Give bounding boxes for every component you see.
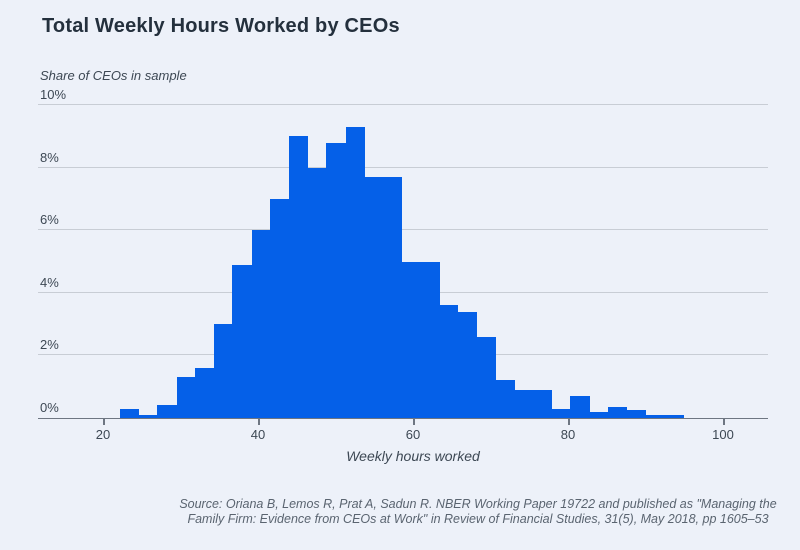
- x-tick-label: 60: [405, 427, 421, 442]
- histogram-bar: [138, 414, 158, 418]
- histogram-bar: [251, 230, 271, 418]
- histogram-bar: [289, 136, 308, 418]
- histogram-bar: [176, 377, 196, 418]
- histogram-bar: [626, 410, 646, 418]
- histogram-bar: [589, 411, 609, 418]
- histogram-bar: [307, 167, 327, 418]
- histogram-bar: [326, 142, 346, 418]
- histogram-bar: [195, 367, 215, 418]
- histogram-bar: [439, 305, 459, 418]
- plot-area: 0% 2% 4% 6% 8% 10% 20 40 60 80 100 Weekly hours wor…: [38, 87, 768, 464]
- histogram-bar: [120, 408, 140, 418]
- x-tick-label: 20: [95, 427, 111, 442]
- y-tick-label: 4%: [40, 274, 59, 290]
- y-tick-label: 10%: [40, 87, 67, 102]
- x-axis-title: Weekly hours worked: [346, 448, 480, 464]
- histogram-bar: [645, 414, 665, 418]
- gridline-10%: [38, 104, 768, 105]
- histogram-bar: [551, 408, 571, 418]
- x-tick-mark: [723, 418, 725, 425]
- histogram-bar: [382, 177, 402, 418]
- histogram-bar: [157, 405, 178, 418]
- y-axis-title: Share of CEOs in sample: [40, 68, 187, 83]
- histogram-bar: [401, 261, 422, 418]
- source-note: Source: Oriana B, Lemos R, Prat A, Sadun…: [178, 497, 778, 528]
- histogram-bar: [664, 414, 684, 418]
- x-tick-mark: [568, 418, 570, 425]
- x-tick-label: 100: [712, 427, 734, 442]
- x-tick-mark: [258, 418, 260, 425]
- chart-title: Total Weekly Hours Worked by CEOs: [42, 15, 400, 37]
- source-line-2: Family Firm: Evidence from CEOs at Work"…: [187, 512, 769, 527]
- histogram-bar: [213, 324, 233, 418]
- histogram-bar: [514, 389, 534, 418]
- x-tick-mark: [413, 418, 415, 425]
- histogram-bar: [533, 389, 553, 418]
- gridline-6%: [38, 229, 768, 231]
- histogram-bar: [364, 177, 384, 418]
- x-tick-label: 80: [560, 427, 576, 442]
- histogram-bar: [570, 396, 591, 418]
- gridline-8%: [38, 166, 768, 168]
- histogram-bar: [495, 380, 515, 418]
- y-tick-label: 6%: [40, 212, 59, 228]
- y-tick-label: 0%: [40, 400, 59, 415]
- y-tick-label: 2%: [40, 337, 59, 353]
- source-line-1: Source: Oriana B, Lemos R, Prat A, Sadun…: [179, 497, 777, 511]
- histogram-bar: [270, 198, 290, 418]
- histogram-bar: [420, 261, 440, 418]
- histogram-bar: [232, 264, 253, 418]
- histogram-bar: [608, 407, 628, 418]
- histogram-bar: [345, 126, 365, 418]
- histogram-bar: [476, 336, 496, 418]
- x-tick-label: 40: [250, 427, 266, 442]
- y-tick-label: 8%: [40, 149, 59, 165]
- histogram-bar: [457, 311, 477, 418]
- x-tick-mark: [103, 418, 105, 425]
